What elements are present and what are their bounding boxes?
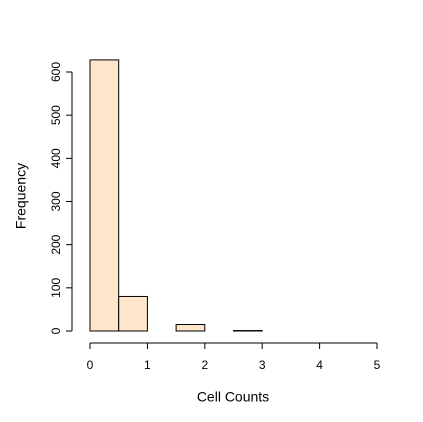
y-tick-label: 600 — [49, 62, 63, 82]
y-tick-label: 300 — [49, 191, 63, 211]
x-tick-label: 1 — [144, 358, 151, 372]
x-tick-label: 4 — [316, 358, 323, 372]
y-tick-label: 500 — [49, 105, 63, 125]
x-tick-label: 3 — [259, 358, 266, 372]
bar — [89, 59, 120, 332]
y-tick-label: 0 — [49, 327, 63, 334]
y-axis-label: Frequency — [13, 163, 29, 229]
bar — [175, 324, 206, 332]
x-axis-label: Cell Counts — [197, 389, 269, 405]
x-tick-label: 5 — [374, 358, 381, 372]
x-tick-label: 0 — [87, 358, 94, 372]
y-tick-label: 200 — [49, 234, 63, 254]
bar — [118, 295, 148, 332]
y-tick-label: 400 — [49, 148, 63, 168]
y-tick-label: 100 — [49, 278, 63, 298]
x-tick-label: 2 — [201, 358, 208, 372]
